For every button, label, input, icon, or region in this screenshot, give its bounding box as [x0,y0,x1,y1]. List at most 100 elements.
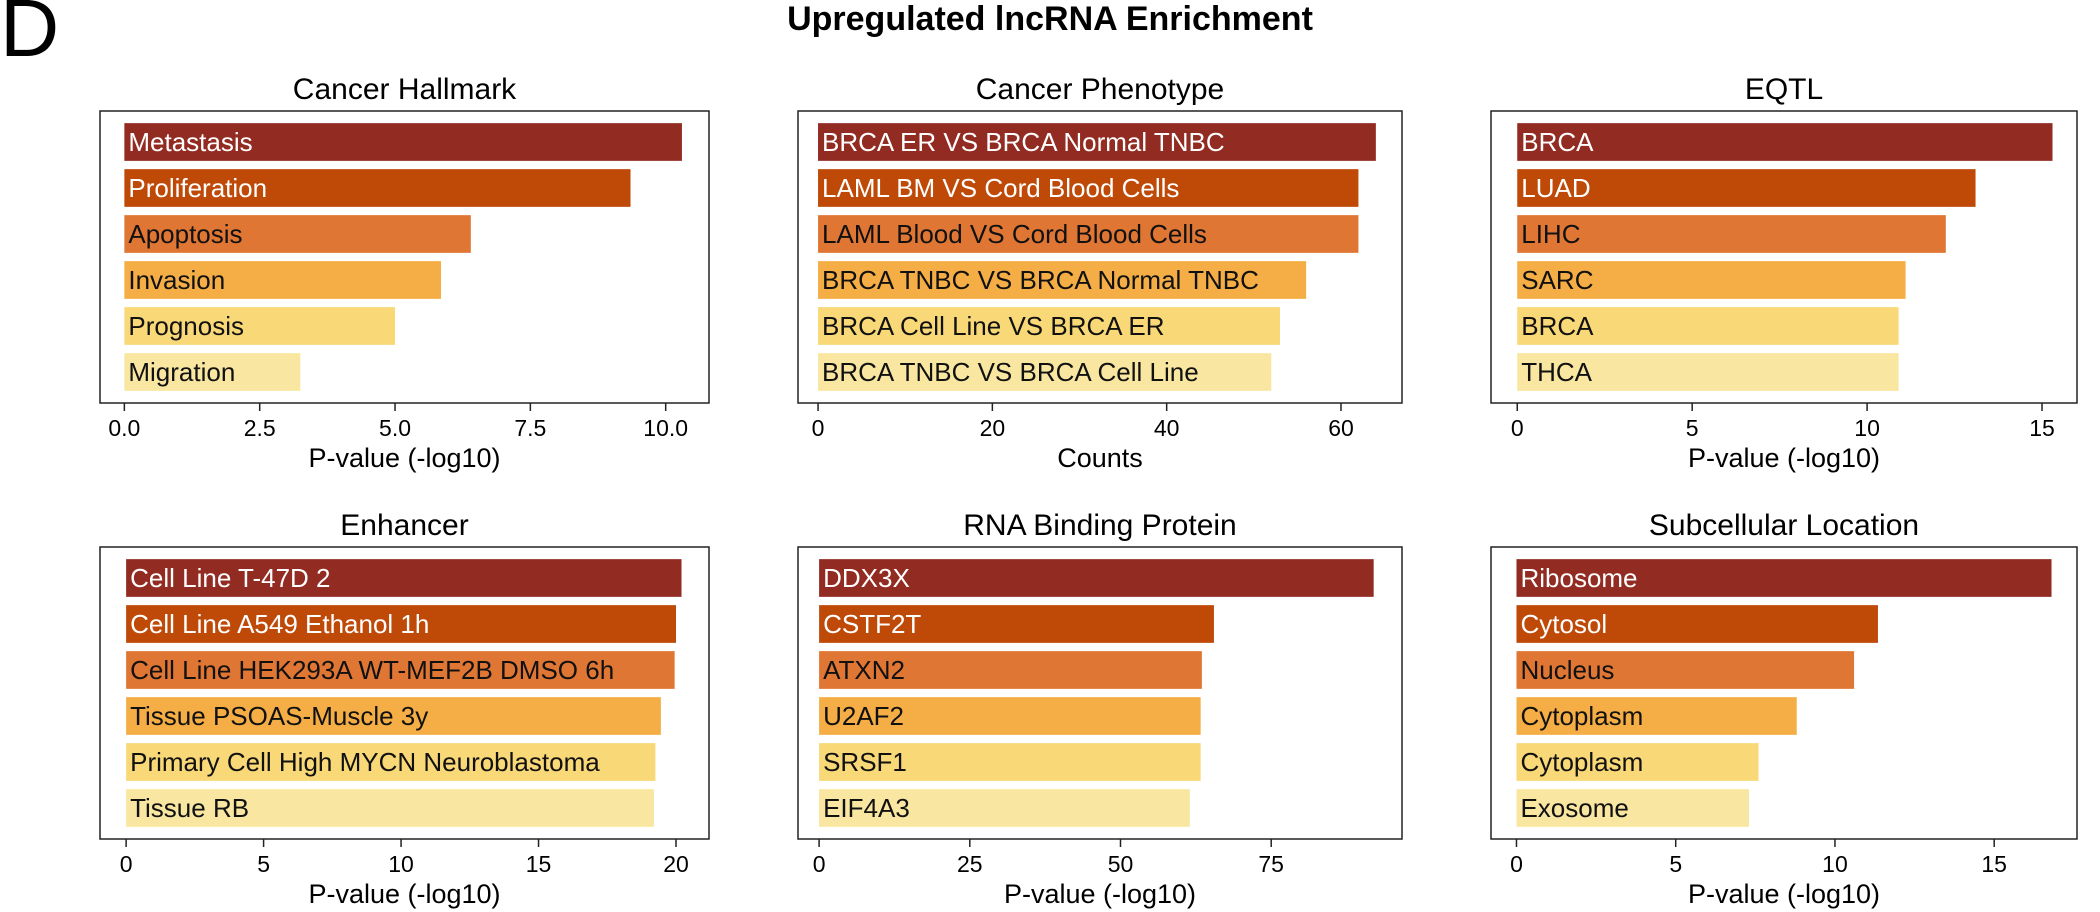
bar-label: Ribosome [1520,563,1637,593]
bar [1517,353,1899,391]
bar [124,215,471,253]
x-tick-label: 5 [1669,851,1682,877]
x-tick-label: 5.0 [379,415,411,441]
chart-panel-1: Cancer Phenotype BRCA ER VS BRCA Normal T… [797,73,1403,473]
bar-label: Cytoplasm [1520,747,1643,777]
bar [1516,605,1878,643]
x-tick-label: 15 [1981,851,2007,877]
bar-label: LAML Blood VS Cord Blood Cells [822,219,1207,249]
chart-title: Cancer Phenotype [976,73,1225,106]
x-tick-label: 5 [1686,415,1699,441]
bar [126,697,661,735]
bar-label: Proliferation [128,173,267,203]
bar-label: Cell Line A549 Ethanol 1h [130,609,429,639]
bar [819,651,1202,689]
x-tick-label: 10 [1854,415,1880,441]
bar-label: Tissue PSOAS-Muscle 3y [130,701,428,731]
bar-label: Prognosis [128,311,244,341]
x-tick-label: 10.0 [643,415,688,441]
bar-label: BRCA TNBC VS BRCA Normal TNBC [822,265,1259,295]
chart-panel-2: EQTL BRCA LUAD LIHC SARC BRCA THCA 0 5 10 15 P-valu… [1490,73,2078,473]
x-tick-label: 50 [1108,851,1134,877]
bar-label: Migration [128,357,235,387]
x-tick-label: 20 [663,851,689,877]
x-axis-label: Counts [1057,443,1143,473]
bar [1517,261,1906,299]
bar [1517,169,1976,207]
bar [818,215,1359,253]
x-tick-label: 0 [1511,415,1524,441]
bar [126,789,655,827]
bar [818,307,1280,345]
x-tick-label: 0 [1510,851,1523,877]
chart-title: Cancer Hallmark [293,73,517,106]
plot-frame [797,546,1403,840]
x-tick-label: 75 [1258,851,1284,877]
bar [1517,123,2053,161]
bar [818,353,1272,391]
bar [818,261,1307,299]
plot-frame [1490,546,2078,840]
bar [126,651,675,689]
bar-label: Cytosol [1520,609,1607,639]
bar [818,123,1376,161]
plot-frame [797,110,1403,404]
bar-label: CSTF2T [823,609,921,639]
bar [819,697,1201,735]
bar [818,169,1359,207]
x-tick-label: 0.0 [108,415,140,441]
bar-label: Nucleus [1520,655,1614,685]
x-tick-label: 5 [257,851,270,877]
x-tick-label: 0 [813,851,826,877]
bar [1516,559,2052,597]
x-axis-label: P-value (-log10) [1688,443,1880,473]
bar-label: LAML BM VS Cord Blood Cells [822,173,1179,203]
bar-label: Invasion [128,265,225,295]
x-axis-label: P-value (-log10) [1688,879,1880,909]
bar-label: BRCA ER VS BRCA Normal TNBC [822,127,1225,157]
bar [1516,789,1749,827]
bar-label: BRCA TNBC VS BRCA Cell Line [822,357,1199,387]
x-tick-label: 25 [957,851,983,877]
x-tick-label: 15 [2029,415,2055,441]
bar-label: LUAD [1521,173,1590,203]
bar [819,789,1190,827]
chart-title: Subcellular Location [1649,509,1919,542]
x-tick-label: 15 [526,851,552,877]
bar-label: SRSF1 [823,747,907,777]
bar [1517,215,1946,253]
bar [1516,651,1855,689]
plot-frame [99,110,710,404]
bar-label: Cytoplasm [1520,701,1643,731]
x-tick-label: 2.5 [244,415,276,441]
chart-title: RNA Binding Protein [963,509,1237,542]
x-tick-label: 20 [980,415,1006,441]
bar-label: THCA [1521,357,1592,387]
bar [126,743,656,781]
bar-label: DDX3X [823,563,910,593]
bar-label: BRCA [1521,127,1594,157]
bar [819,559,1374,597]
x-tick-label: 7.5 [514,415,546,441]
bar [819,743,1201,781]
bar-label: Exosome [1520,793,1628,823]
bar-label: Cell Line HEK293A WT-MEF2B DMSO 6h [130,655,614,685]
panel-letter: D [0,0,60,74]
chart-title: Enhancer [340,509,468,542]
bar [124,169,631,207]
bar [1516,697,1797,735]
bar-label: ATXN2 [823,655,905,685]
bar [124,123,682,161]
bar-label: EIF4A3 [823,793,910,823]
x-tick-label: 0 [812,415,825,441]
chart-panel-4: RNA Binding Protein DDX3X CSTF2T ATXN2 U2AF2… [797,509,1403,909]
plot-frame [99,546,710,840]
x-tick-label: 10 [388,851,414,877]
x-tick-label: 40 [1154,415,1180,441]
x-axis-label: P-value (-log10) [308,879,500,909]
x-axis-label: P-value (-log10) [308,443,500,473]
bar-label: Tissue RB [130,793,249,823]
x-tick-label: 10 [1822,851,1848,877]
bar-label: Metastasis [128,127,252,157]
